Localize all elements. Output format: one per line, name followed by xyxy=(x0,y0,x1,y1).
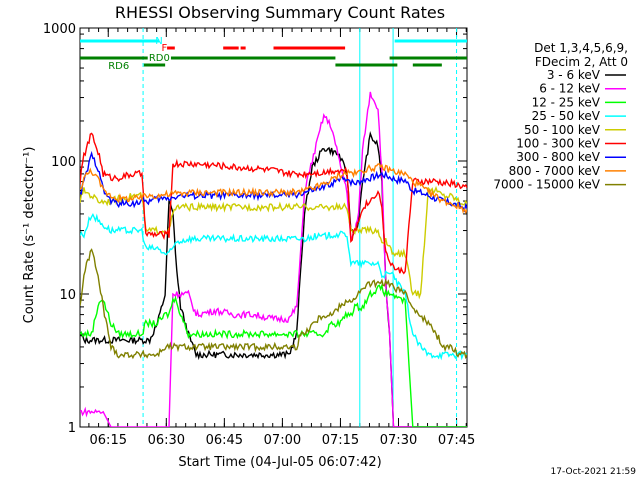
y-tick-label: 1000 xyxy=(43,22,76,37)
legend-header-line-1: Det 1,3,4,5,6,9, xyxy=(534,41,628,55)
legend-label-5: 50 - 100 keV xyxy=(524,123,601,137)
series-line-4 xyxy=(80,212,467,361)
x-tick-label: 07:30 xyxy=(380,433,417,448)
x-tick-label: 06:45 xyxy=(206,433,243,448)
plot-frame xyxy=(79,27,468,428)
y-tick-label: 1 xyxy=(68,421,76,436)
y-tick-label: 100 xyxy=(51,155,76,170)
plot-area: 1 10 100 1000 06:15 06:30 06:45 07:00 07:15 07:30… xyxy=(43,22,626,448)
legend-label-1: 3 - 6 keV xyxy=(547,68,601,82)
flag-label-f: F xyxy=(161,43,167,54)
flag-label-n: N xyxy=(155,36,162,47)
x-tick-label: 06:30 xyxy=(148,433,185,448)
x-tick-label: 06:15 xyxy=(90,433,127,448)
legend-header-line-2: FDecim 2, Att 0 xyxy=(535,55,628,69)
footer-timestamp: 17-Oct-2021 21:59 xyxy=(551,467,637,477)
series-line-2 xyxy=(80,91,467,427)
x-tick-label: 07:45 xyxy=(438,433,475,448)
series-line-3 xyxy=(80,282,467,427)
chart-title: RHESSI Observing Summary Count Rates xyxy=(115,3,445,22)
x-tick-label: 07:15 xyxy=(322,433,359,448)
x-tick-label: 07:00 xyxy=(264,433,301,448)
flag-label-rd0: RD0 xyxy=(149,53,170,64)
legend-label-2: 6 - 12 keV xyxy=(539,82,601,96)
series-line-1 xyxy=(80,130,467,427)
legend-label-4: 25 - 50 keV xyxy=(532,109,601,123)
legend-label-8: 800 - 7000 keV xyxy=(509,164,601,178)
flag-label-rd6: RD6 xyxy=(108,61,129,72)
legend-label-3: 12 - 25 keV xyxy=(532,95,601,109)
series-line-8 xyxy=(80,163,467,215)
series-line-6 xyxy=(80,132,467,275)
y-axis-label: Count Rate (s⁻¹ detector⁻¹) xyxy=(22,147,37,324)
x-axis-label: Start Time (04-Jul-05 06:07:42) xyxy=(178,455,381,470)
legend-label-7: 300 - 800 keV xyxy=(516,150,600,164)
legend-label-6: 100 - 300 keV xyxy=(516,137,600,151)
legend-label-9: 7000 - 15000 keV xyxy=(493,178,600,192)
y-tick-label: 10 xyxy=(59,288,76,303)
series-line-9 xyxy=(80,248,467,360)
series-line-7 xyxy=(80,150,467,213)
